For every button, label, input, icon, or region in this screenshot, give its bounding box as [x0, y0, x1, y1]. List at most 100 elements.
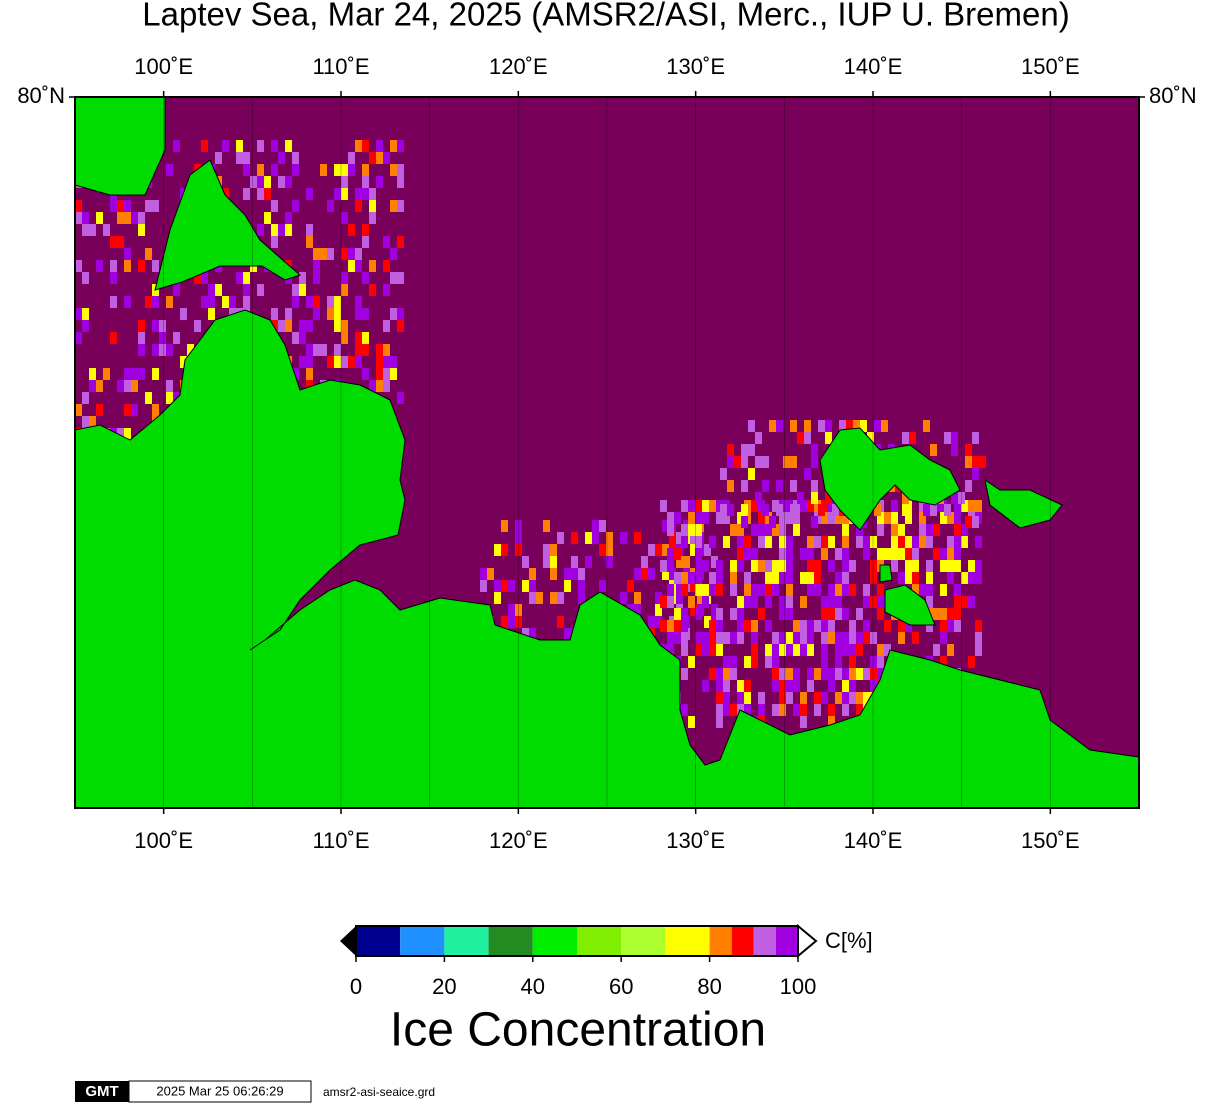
ice-cell [776, 504, 783, 516]
ice-cell [772, 500, 779, 512]
ice-cell [758, 584, 765, 596]
ice-cell [313, 296, 320, 308]
ice-cell [152, 320, 159, 332]
ice-cell [751, 500, 758, 512]
ice-cell [257, 224, 264, 236]
colorbar-tick-label: 0 [350, 974, 362, 999]
ice-cell [881, 420, 888, 432]
ice-cell [688, 572, 695, 584]
ice-cell [919, 512, 926, 524]
ice-cell [660, 500, 667, 512]
ice-cell [543, 556, 550, 568]
ice-cell [117, 200, 124, 212]
ice-cell [362, 332, 369, 344]
ice-cell [832, 504, 839, 516]
ice-cell [783, 456, 790, 468]
ice-cell [383, 356, 390, 368]
ice-cell [110, 296, 117, 308]
ice-cell [940, 584, 947, 596]
ice-cell [334, 164, 341, 176]
ice-cell [870, 536, 877, 548]
ice-cell [727, 456, 734, 468]
ice-cell [131, 368, 138, 380]
ice-cell [790, 456, 797, 468]
ice-cell [856, 692, 863, 704]
ice-cell [320, 248, 327, 260]
ice-cell [634, 568, 641, 580]
ice-cell [807, 560, 814, 572]
ice-cell [828, 716, 835, 728]
ice-cell [348, 224, 355, 236]
ice-cell [243, 284, 250, 296]
ice-cell [856, 644, 863, 656]
ice-cell [292, 368, 299, 380]
ice-cell [688, 656, 695, 668]
ice-cell [961, 536, 968, 548]
ice-cell [695, 632, 702, 644]
ice-cell [208, 308, 215, 320]
ice-cell [501, 520, 508, 532]
ice-cell [285, 140, 292, 152]
ice-cell [737, 524, 744, 536]
ice-cell [737, 620, 744, 632]
ice-cell [772, 524, 779, 536]
ice-cell [947, 608, 954, 620]
ice-cell [529, 592, 536, 604]
ice-cell [800, 716, 807, 728]
ice-cell [145, 200, 152, 212]
ice-cell [951, 432, 958, 444]
ice-cell [292, 200, 299, 212]
ice-cell [702, 596, 709, 608]
ice-cell [765, 596, 772, 608]
ice-cell [814, 560, 821, 572]
ice-cell [898, 632, 905, 644]
ice-cell [800, 692, 807, 704]
ice-cell [758, 608, 765, 620]
ice-cell [741, 516, 748, 528]
ice-cell [940, 512, 947, 524]
ice-cell [744, 596, 751, 608]
ice-cell [327, 200, 334, 212]
ice-cell [320, 344, 327, 356]
ice-cell [681, 608, 688, 620]
ice-cell [842, 680, 849, 692]
ice-cell [744, 680, 751, 692]
ice-cell [758, 704, 765, 716]
ice-cell [821, 608, 828, 620]
ice-cell [390, 164, 397, 176]
ice-cell [751, 644, 758, 656]
ice-cell [166, 164, 173, 176]
ice-cell [954, 620, 961, 632]
ice-cell [355, 308, 362, 320]
ice-cell [975, 500, 982, 512]
ice-cell [257, 140, 264, 152]
colorbar-under [340, 926, 356, 956]
ice-cell [690, 544, 697, 556]
ice-cell [842, 584, 849, 596]
colorbar-tick-label: 100 [780, 974, 817, 999]
ice-cell [299, 272, 306, 284]
ice-cell [480, 568, 487, 580]
ice-cell [716, 620, 723, 632]
land-mass [75, 97, 166, 196]
y-tick-label: 80˚N [1149, 83, 1197, 108]
ice-cell [716, 692, 723, 704]
ice-cell [578, 568, 585, 580]
ice-cell [285, 212, 292, 224]
ice-cell [397, 236, 404, 248]
ice-cell [341, 284, 348, 296]
ice-cell [543, 520, 550, 532]
ice-cell [758, 512, 765, 524]
ice-cell [765, 560, 772, 572]
colorbar-label: C[%] [825, 928, 873, 953]
ice-cell [215, 152, 222, 164]
ice-cell [786, 500, 793, 512]
ice-cell [599, 580, 606, 592]
ice-cell [940, 632, 947, 644]
ice-cell [842, 632, 849, 644]
ice-cell [863, 632, 870, 644]
ice-cell [898, 548, 905, 560]
ice-cell [786, 584, 793, 596]
ice-cell [804, 432, 811, 444]
land-mass [884, 584, 936, 626]
